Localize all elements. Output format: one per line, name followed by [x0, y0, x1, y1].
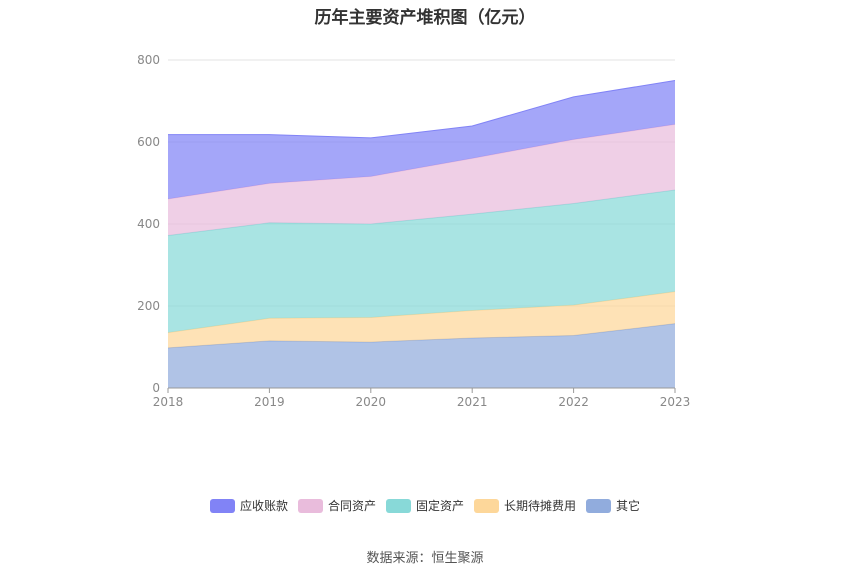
legend-label: 其它: [616, 499, 641, 513]
legend-item[interactable]: 其它: [586, 497, 640, 514]
source-note: 数据来源：恒生聚源: [366, 551, 484, 566]
x-tick-label: 2022: [558, 395, 589, 409]
y-tick-label: 600: [137, 135, 160, 149]
legend-item[interactable]: 长期待摊费用: [474, 497, 576, 514]
area-3: [168, 189, 675, 333]
legend: 应收账款 合同资产 固定资产 长期待摊费用 其它: [0, 497, 850, 514]
y-tick-label: 200: [137, 299, 160, 313]
legend-swatch: [297, 498, 323, 513]
x-tick-label: 2023: [660, 395, 691, 409]
y-tick-label: 0: [152, 381, 160, 395]
y-tick-label: 800: [137, 53, 160, 67]
legend-label: 长期待摊费用: [504, 499, 577, 513]
legend-label: 合同资产: [327, 499, 376, 513]
x-tick-label: 2019: [254, 395, 285, 409]
axes: 0 200 400 600 800 2018 2019 2020 2021 2022 2023: [137, 53, 690, 409]
legend-swatch: [385, 498, 411, 513]
area-4: [168, 124, 675, 236]
legend-item[interactable]: 固定资产: [385, 497, 464, 514]
legend-swatch: [586, 498, 612, 513]
area-1: [168, 323, 675, 388]
x-tick-label: 2021: [457, 395, 488, 409]
area-series: [167, 80, 676, 388]
chart-title: 历年主要资产堆积图（亿元）: [314, 8, 536, 28]
x-tick-label: 2020: [356, 395, 387, 409]
legend-item[interactable]: 应收账款: [209, 497, 288, 514]
area-edge-5: [168, 80, 676, 139]
x-tick-label: 2018: [153, 395, 184, 409]
legend-label: 应收账款: [239, 499, 288, 513]
legend-item[interactable]: 合同资产: [297, 497, 376, 514]
legend-swatch: [474, 498, 499, 513]
area-2: [168, 291, 675, 348]
y-tick-label: 400: [137, 217, 160, 231]
legend-swatch: [209, 498, 235, 513]
legend-label: 固定资产: [415, 499, 464, 513]
area-5: [168, 80, 675, 199]
